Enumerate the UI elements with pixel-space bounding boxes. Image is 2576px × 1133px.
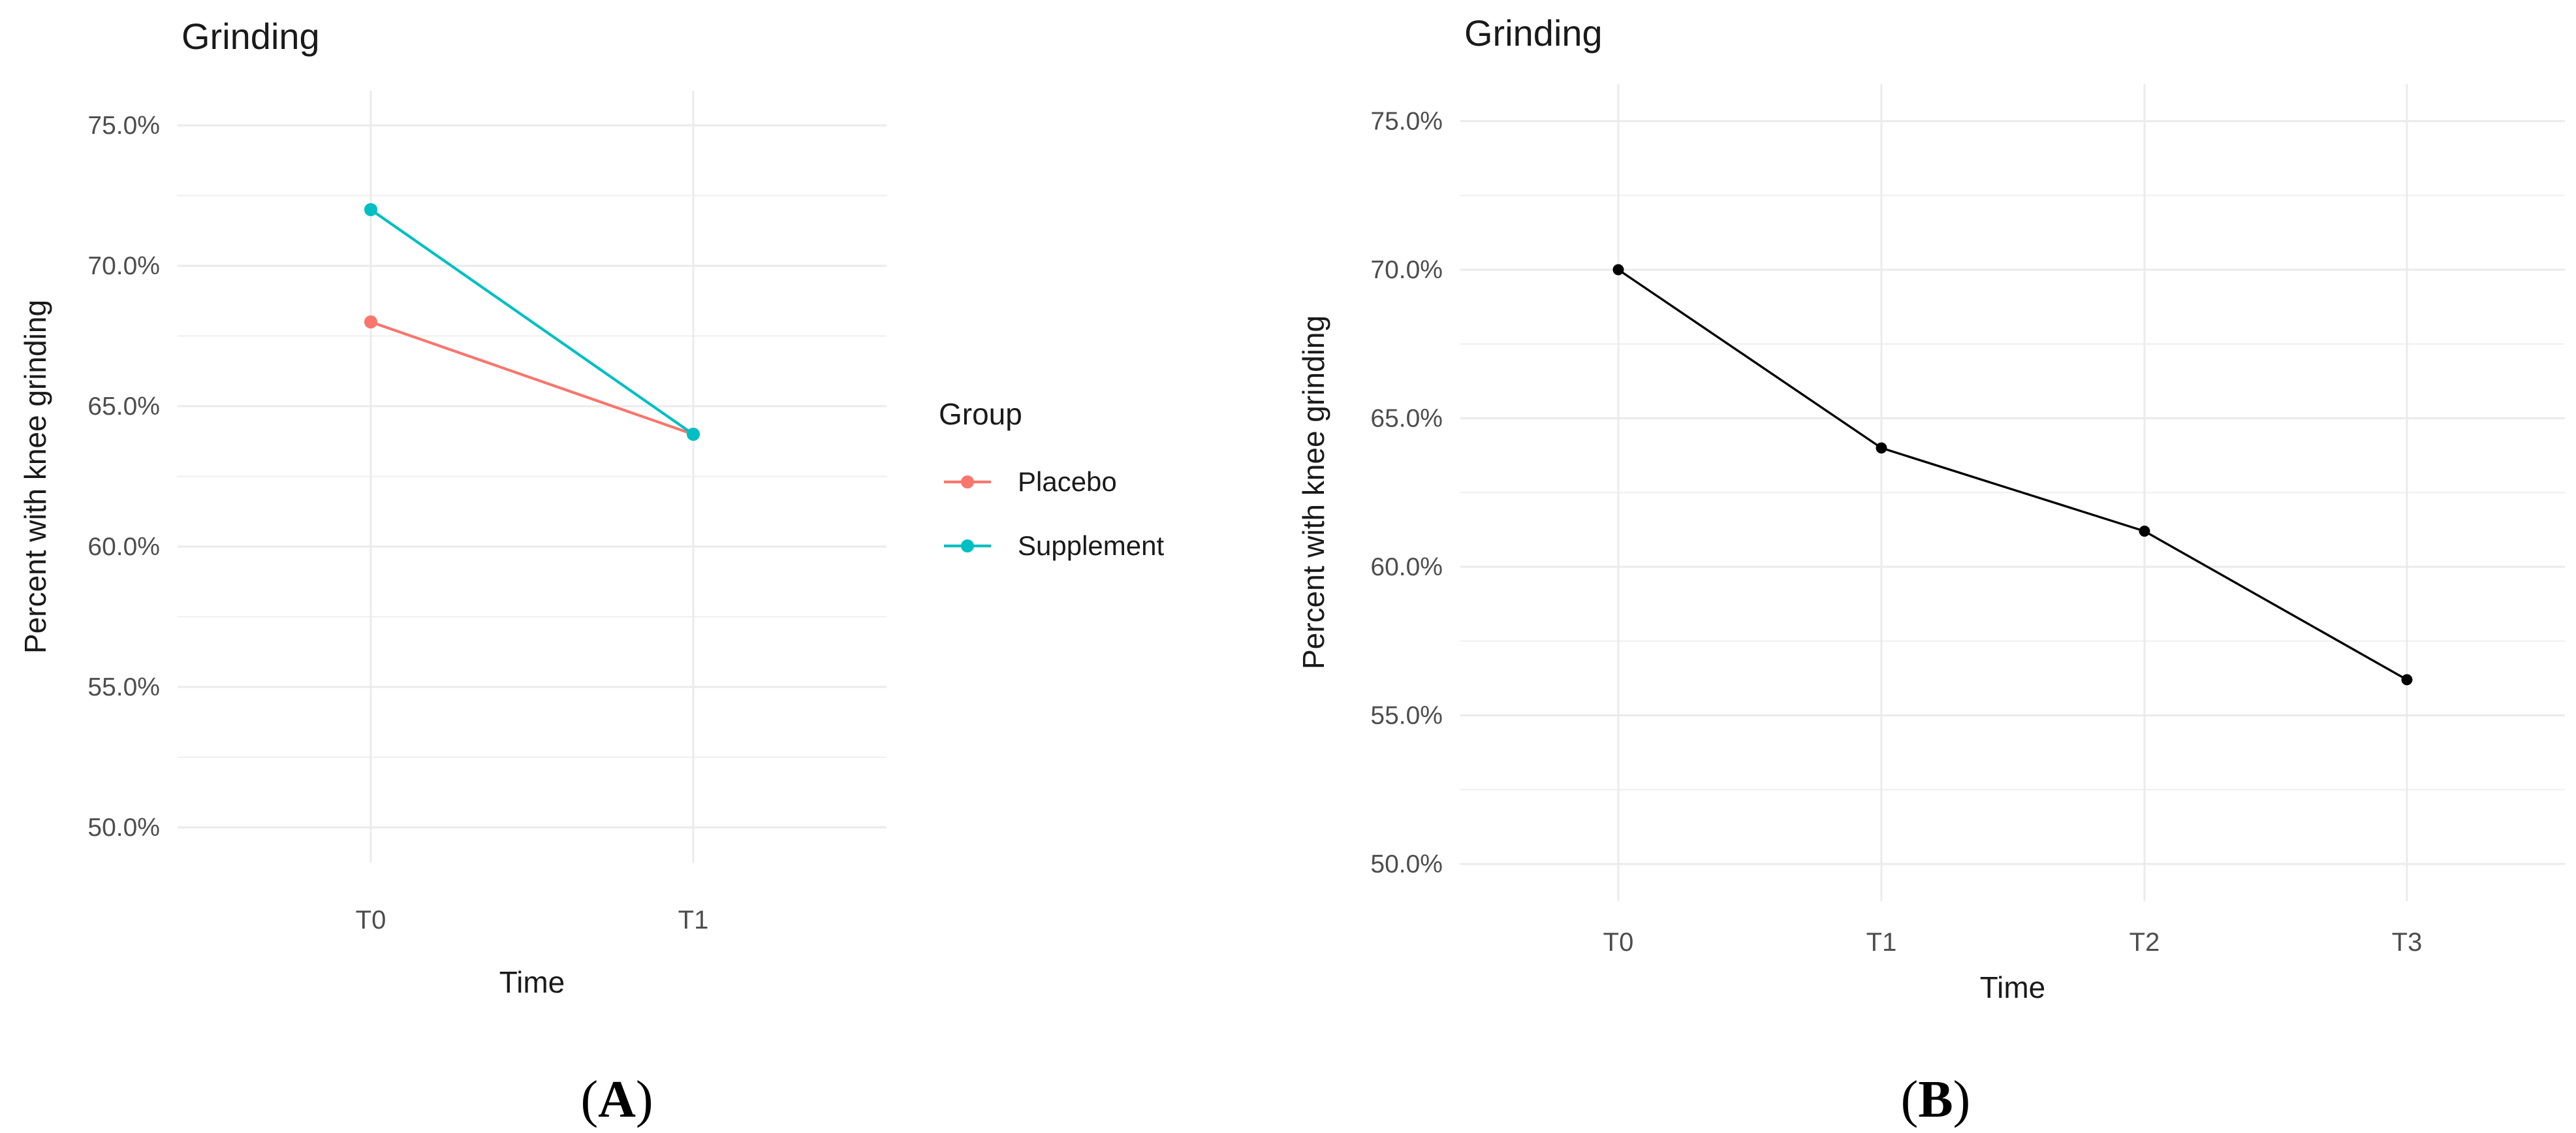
y-tick-label: 60.0% [1370,553,1443,581]
x-axis-title: Time [499,965,565,999]
data-point-overall-T0 [1612,264,1624,276]
series-line-overall [1618,268,2408,681]
y-tick-label: 60.0% [87,533,160,561]
data-point-supplement-T0 [364,203,377,216]
x-tick-label: T1 [678,906,709,934]
y-tick-label: 75.0% [87,112,160,140]
y-tick-label: 55.0% [87,673,160,701]
legend-label-supplement: Supplement [1018,530,1164,561]
data-point-overall-T3 [2401,674,2413,686]
x-tick-label: T2 [2129,928,2160,957]
y-tick-label: 50.0% [1370,850,1443,878]
x-tick-label: T1 [1866,928,1897,957]
y-axis-title: Percent with knee grinding [18,300,52,654]
y-axis-title: Percent with knee grinding [1296,315,1330,669]
y-tick-label: 55.0% [1370,702,1443,730]
series-line-placebo [370,321,694,436]
chart-title: Grinding [181,16,320,57]
legend-title: Group [939,397,1022,431]
x-tick-label: T0 [1603,928,1634,957]
y-tick-label: 75.0% [1370,108,1443,136]
series-line-supplement [369,208,695,436]
y-tick-label: 70.0% [1370,256,1443,284]
chart-title: Grinding [1464,12,1603,54]
data-point-supplement-T1 [687,428,700,441]
data-point-placebo-T0 [364,315,377,328]
x-tick-label: T0 [356,906,386,934]
data-point-overall-T1 [1876,442,1887,454]
legend-key-point-supplement [961,539,974,552]
panel-caption: (B) [1901,1071,1971,1128]
panel-caption: (A) [580,1071,653,1128]
data-point-overall-T2 [2139,525,2150,537]
legend-label-placebo: Placebo [1018,466,1117,497]
x-axis-title: Time [1980,970,2046,1004]
legend-key-point-placebo [961,475,974,488]
x-tick-label: T3 [2392,928,2423,957]
y-tick-label: 65.0% [1370,405,1443,433]
y-tick-label: 70.0% [87,252,160,280]
y-tick-label: 50.0% [87,814,160,842]
y-tick-label: 65.0% [87,392,160,421]
